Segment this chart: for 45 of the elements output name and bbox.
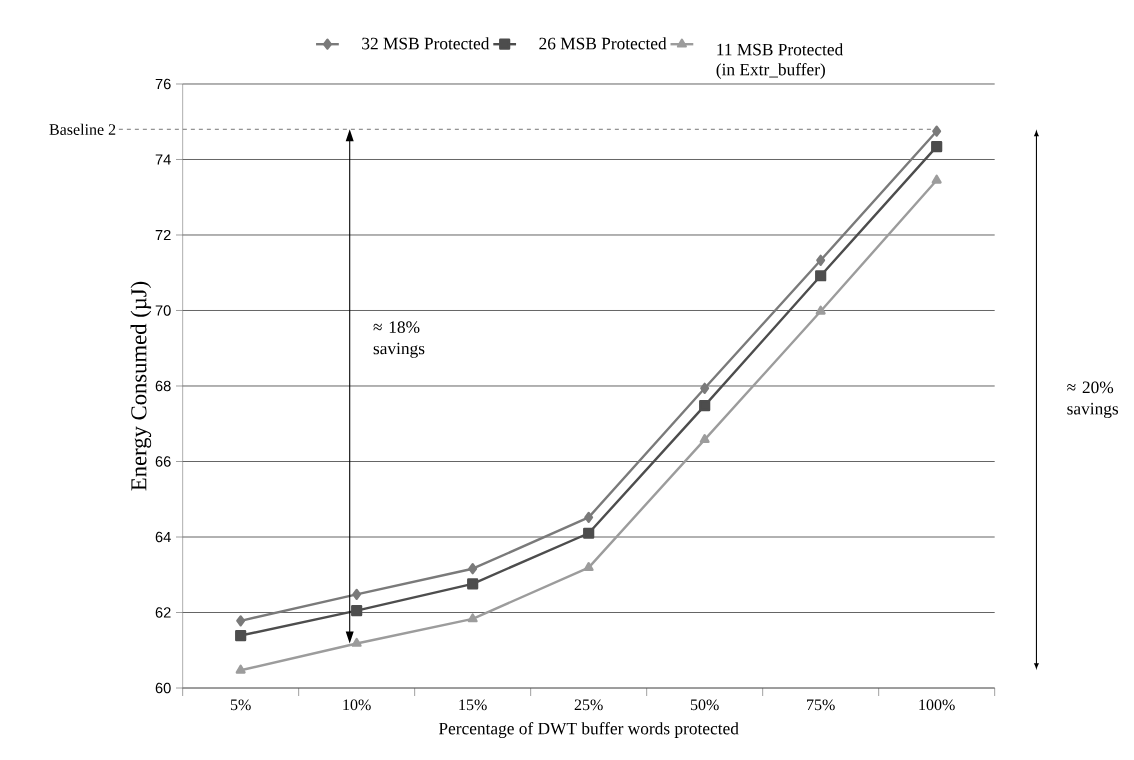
x-axis-title: Percentage of DWT buffer words protected (438, 722, 739, 738)
point (816, 254, 826, 266)
point (351, 637, 362, 647)
y-tick-label: 76 (155, 78, 171, 90)
y-tick-label: 66 (155, 456, 171, 467)
point (932, 125, 942, 137)
point (235, 664, 246, 674)
y-tick-label: 62 (155, 607, 171, 618)
point (815, 305, 826, 315)
point (467, 613, 478, 623)
point (931, 174, 942, 184)
point (699, 434, 710, 443)
x-tick-label: 25% (574, 699, 603, 711)
annotation: ≈ 18% savings (373, 321, 425, 358)
x-tick-label: 10% (343, 699, 371, 711)
y-tick-label: 68 (155, 380, 171, 392)
y-tick-label: 60 (155, 682, 171, 694)
point (583, 561, 594, 571)
legend-label: 32 MSB Protected (362, 37, 490, 50)
point (584, 511, 594, 523)
x-tick-label: 5% (230, 699, 251, 711)
x-tick-label: 15% (459, 699, 487, 711)
point (236, 615, 246, 627)
y-tick-label: 72 (155, 229, 171, 241)
point (931, 141, 943, 153)
x-tick-label: 75% (807, 699, 835, 711)
legend-label: 26 MSB Protected (539, 37, 667, 50)
point (699, 400, 711, 412)
point (351, 605, 363, 617)
point (352, 588, 362, 600)
point (815, 270, 827, 282)
point (700, 382, 710, 394)
x-tick-label: 50% (690, 699, 719, 711)
point (235, 629, 247, 642)
point (468, 563, 478, 575)
ref-line-label: Baseline 2 (49, 123, 116, 135)
y-tick-label: 74 (155, 154, 171, 165)
y-tick-label: 64 (155, 531, 171, 543)
y-tick-label: 70 (155, 305, 171, 316)
y-axis-title: Energy Consumed (µJ) (130, 281, 152, 491)
point (583, 527, 595, 539)
point (467, 578, 479, 590)
x-tick-label: 100% (919, 699, 955, 711)
legend-label: 11 MSB Protected (in Extr_buffer) (716, 43, 844, 79)
text: ≈ 20% savings (1067, 381, 1119, 419)
